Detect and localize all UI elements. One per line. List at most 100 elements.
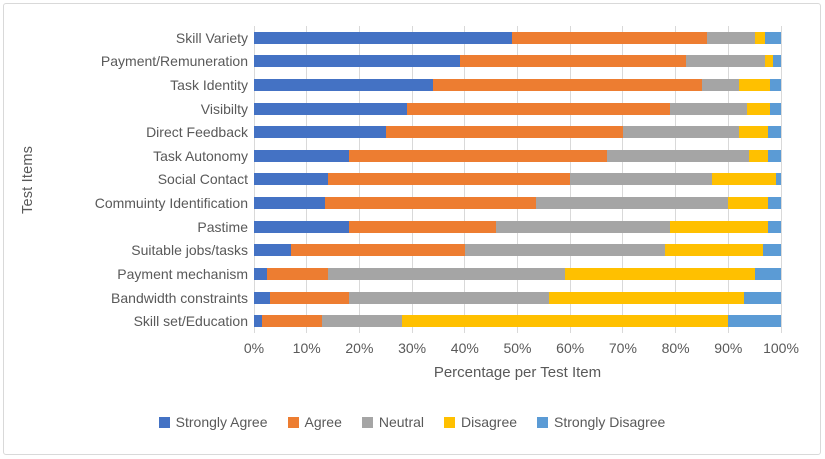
bar-segment bbox=[254, 102, 407, 115]
bar-segment bbox=[670, 220, 768, 233]
bar-segment bbox=[401, 315, 729, 328]
bar-segment bbox=[564, 267, 755, 280]
bar-segment bbox=[322, 315, 402, 328]
bar-segment bbox=[267, 267, 328, 280]
bar-segment bbox=[348, 220, 497, 233]
stacked-bar bbox=[254, 244, 781, 257]
bar-series-area bbox=[254, 26, 781, 333]
legend-label: Neutral bbox=[378, 414, 425, 430]
category-label: Payment/Remuneration bbox=[100, 53, 248, 70]
legend-swatch-icon bbox=[537, 416, 549, 428]
legend-label: Disagree bbox=[461, 414, 518, 430]
x-axis-title: Percentage per Test Item bbox=[433, 364, 602, 381]
legend-item: Neutral bbox=[361, 414, 425, 430]
stacked-bar bbox=[254, 197, 781, 210]
stacked-bar bbox=[254, 126, 781, 139]
bar-segment bbox=[762, 244, 781, 257]
category-label: Task Autonomy bbox=[153, 147, 248, 164]
bar-segment bbox=[464, 244, 666, 257]
bar-row bbox=[254, 215, 781, 239]
x-tick-label: 100% bbox=[763, 340, 799, 356]
bar-segment bbox=[744, 291, 781, 304]
stacked-bar bbox=[254, 31, 781, 44]
x-tick-label: 90% bbox=[714, 340, 743, 356]
bar-segment bbox=[570, 173, 713, 186]
stacked-bar bbox=[254, 267, 781, 280]
bar-segment bbox=[754, 31, 766, 44]
x-tick-label: 10% bbox=[292, 340, 321, 356]
stacked-bar bbox=[254, 220, 781, 233]
bar-segment bbox=[746, 102, 771, 115]
category-label: Pastime bbox=[197, 218, 248, 235]
bar-segment bbox=[254, 244, 291, 257]
bar-segment bbox=[535, 197, 729, 210]
bar-segment bbox=[254, 173, 328, 186]
chart-figure: Test Items Skill Variety Payment/Remunera… bbox=[3, 3, 821, 455]
legend-item: Agree bbox=[287, 414, 342, 430]
gridline bbox=[780, 26, 782, 333]
bar-segment bbox=[459, 55, 687, 68]
legend-item: Strongly Disagree bbox=[537, 414, 665, 430]
category-label: Visibilty bbox=[200, 100, 248, 117]
bar-segment bbox=[254, 149, 349, 162]
bar-segment bbox=[767, 126, 781, 139]
x-tick-label: 40% bbox=[450, 340, 479, 356]
legend-swatch-icon bbox=[158, 416, 170, 428]
stacked-bar bbox=[254, 173, 781, 186]
bar-segment bbox=[269, 291, 349, 304]
bar-segment bbox=[327, 173, 571, 186]
bar-row bbox=[254, 238, 781, 262]
legend-swatch-icon bbox=[287, 416, 299, 428]
x-tick-label: 60% bbox=[556, 340, 585, 356]
category-label: Skill set/Education bbox=[133, 313, 248, 330]
bar-segment bbox=[712, 173, 776, 186]
stacked-bar bbox=[254, 102, 781, 115]
bar-segment bbox=[385, 126, 623, 139]
stacked-bar bbox=[254, 149, 781, 162]
bar-segment bbox=[767, 149, 781, 162]
x-tick-label: 30% bbox=[398, 340, 427, 356]
bar-segment bbox=[254, 79, 434, 92]
x-tick-label: 0% bbox=[243, 340, 265, 356]
bar-segment bbox=[622, 126, 739, 139]
bar-segment bbox=[261, 315, 323, 328]
stacked-bar bbox=[254, 55, 781, 68]
bar-row bbox=[254, 97, 781, 121]
bar-segment bbox=[254, 220, 349, 233]
legend-item: Disagree bbox=[444, 414, 517, 430]
plot-area bbox=[253, 26, 782, 333]
stacked-bar bbox=[254, 79, 781, 92]
bar-segment bbox=[327, 267, 565, 280]
bar-segment bbox=[348, 291, 550, 304]
x-tick-label: 80% bbox=[661, 340, 690, 356]
bar-segment bbox=[754, 267, 781, 280]
bar-segment bbox=[773, 55, 781, 68]
bar-segment bbox=[254, 315, 262, 328]
bar-segment bbox=[738, 79, 771, 92]
bar-segment bbox=[254, 197, 326, 210]
bar-row bbox=[254, 73, 781, 97]
bar-row bbox=[254, 26, 781, 50]
bar-row bbox=[254, 191, 781, 215]
legend-swatch-icon bbox=[444, 416, 456, 428]
bar-segment bbox=[775, 173, 781, 186]
bar-segment bbox=[767, 220, 781, 233]
category-label: Bandwidth constraints bbox=[111, 289, 248, 306]
bar-row bbox=[254, 50, 781, 74]
category-label: Direct Feedback bbox=[146, 124, 248, 141]
bar-segment bbox=[512, 31, 708, 44]
bar-segment bbox=[770, 79, 781, 92]
bar-segment bbox=[549, 291, 745, 304]
bar-segment bbox=[325, 197, 536, 210]
category-label: Task Identity bbox=[170, 77, 248, 94]
bar-segment bbox=[707, 31, 755, 44]
category-label: Suitable jobs/tasks bbox=[131, 242, 248, 259]
category-label: Skill Variety bbox=[175, 29, 248, 46]
x-tick-label: 50% bbox=[503, 340, 532, 356]
bar-row bbox=[254, 120, 781, 144]
stacked-bar bbox=[254, 291, 781, 304]
bar-segment bbox=[254, 55, 460, 68]
bar-segment bbox=[749, 149, 768, 162]
bar-segment bbox=[348, 149, 608, 162]
